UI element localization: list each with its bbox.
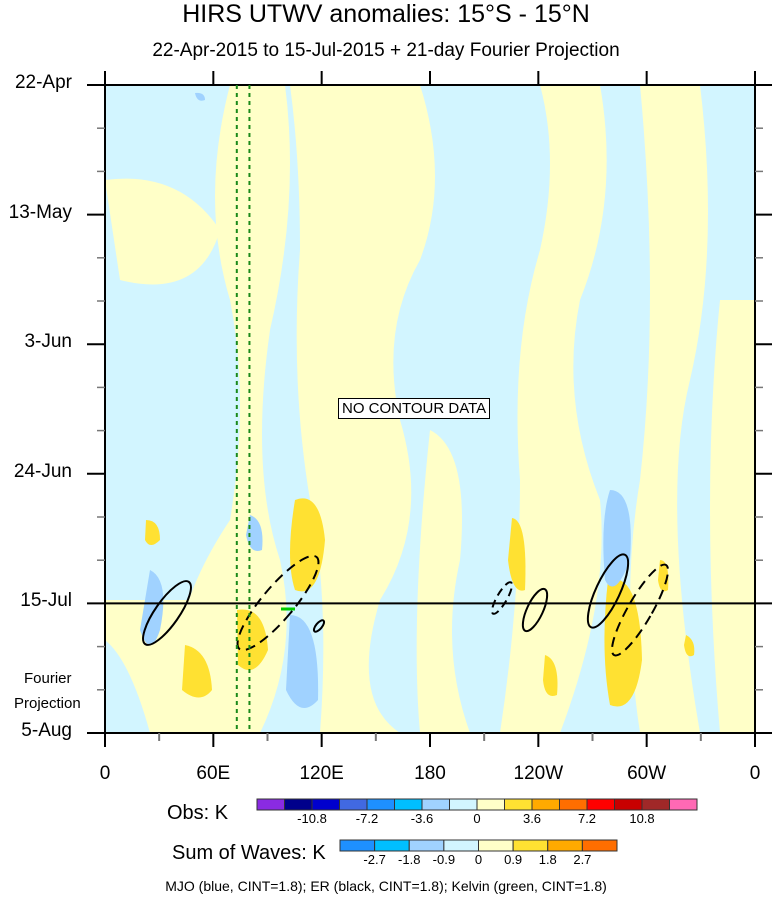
y-tick-label: 13-May xyxy=(8,201,72,223)
er-contour-dashed xyxy=(611,563,669,657)
footer-note: MJO (blue, CINT=1.8); ER (black, CINT=1.… xyxy=(165,878,607,894)
obs-colorbar-box xyxy=(559,798,588,811)
obs-colorbar-box xyxy=(504,798,533,811)
obs-colorbar-box xyxy=(586,798,615,811)
obs-colorbar-box xyxy=(641,798,670,811)
obs-colorbar-box xyxy=(256,798,285,811)
waves-colorbar-box xyxy=(547,839,583,852)
waves-colorbar-label: 2.7 xyxy=(573,852,592,867)
obs-colorbar-box xyxy=(476,798,505,811)
y-tick-label: 22-Apr xyxy=(14,72,72,93)
obs-colorbar-label: -7.2 xyxy=(355,811,379,826)
x-tick-label: 60W xyxy=(627,763,667,784)
x-tick-label: 120E xyxy=(299,763,344,784)
obs-colorbar-label: -3.6 xyxy=(410,811,434,826)
er-contour xyxy=(312,619,326,633)
er-contour-dashed xyxy=(491,581,513,615)
waves-colorbar-box xyxy=(374,839,410,852)
waves-colorbar-box xyxy=(339,839,376,852)
y-tick-label: 15-Jul xyxy=(20,590,72,612)
obs-colorbar-label: 10.8 xyxy=(629,811,655,826)
obs-colorbar-label: Obs: K xyxy=(167,802,229,824)
obs-colorbar-box xyxy=(449,798,478,811)
waves-colorbar-label: Sum of Waves: K xyxy=(172,842,326,864)
waves-colorbar-box xyxy=(478,839,514,852)
no-contour-data-box: NO CONTOUR DATA xyxy=(338,398,491,419)
waves-colorbar-box xyxy=(581,839,618,852)
fourier-label-2: Projection xyxy=(14,695,81,712)
y-tick-label: 24-Jun xyxy=(13,460,72,482)
x-tick-label: 120W xyxy=(513,763,564,784)
obs-colorbar-label: 3.6 xyxy=(522,811,542,826)
chart-subtitle: 22-Apr-2015 to 15-Jul-2015 + 21-day Four… xyxy=(152,40,620,61)
wave-contours xyxy=(142,553,669,657)
obs-colorbar-box xyxy=(366,798,395,811)
er-contour xyxy=(142,580,192,646)
er-contour xyxy=(521,587,549,633)
waves-colorbar-box xyxy=(512,839,549,852)
chart-title: HIRS UTWV anomalies: 15°S - 15°N xyxy=(182,0,590,28)
x-tick-label: 180 xyxy=(414,763,446,784)
fourier-label-1: Fourier xyxy=(24,670,72,687)
obs-colorbar-box xyxy=(669,798,698,811)
er-contour xyxy=(586,553,630,629)
obs-colorbar-label: 0 xyxy=(473,811,481,826)
waves-colorbar-label: 0.9 xyxy=(504,852,523,867)
y-tick-label: 5-Aug xyxy=(21,720,72,741)
obs-colorbar-box xyxy=(531,798,560,811)
er-contour-dashed xyxy=(236,554,320,652)
x-tick-label: 60E xyxy=(196,763,231,784)
obs-colorbar-label: -10.8 xyxy=(297,811,327,826)
x-tick-label: 0 xyxy=(99,763,111,784)
negative-anomaly-regions xyxy=(140,92,631,708)
waves-colorbar-label: 0 xyxy=(474,852,483,867)
waves-colorbar-label: 1.8 xyxy=(538,852,557,867)
obs-colorbar-box xyxy=(339,798,368,811)
y-tick-label: 3-Jun xyxy=(24,331,72,353)
waves-colorbar-label: -2.7 xyxy=(363,852,386,867)
obs-colorbar-box xyxy=(311,798,340,811)
obs-colorbar-box xyxy=(284,798,313,811)
axes xyxy=(87,71,772,747)
obs-colorbar-box xyxy=(614,798,643,811)
strong-positive-regions xyxy=(145,498,695,707)
obs-colorbar-box xyxy=(394,798,423,811)
obs-colorbar-box xyxy=(421,798,450,811)
waves-colorbar-box xyxy=(443,839,479,852)
waves-colorbar-box xyxy=(408,839,445,852)
obs-colorbar-label: 7.2 xyxy=(577,811,597,826)
waves-colorbar-label: -0.9 xyxy=(432,852,456,867)
waves-colorbar-label: -1.8 xyxy=(398,852,421,867)
colorbars xyxy=(256,798,698,852)
x-tick-label: 0 xyxy=(749,763,761,784)
